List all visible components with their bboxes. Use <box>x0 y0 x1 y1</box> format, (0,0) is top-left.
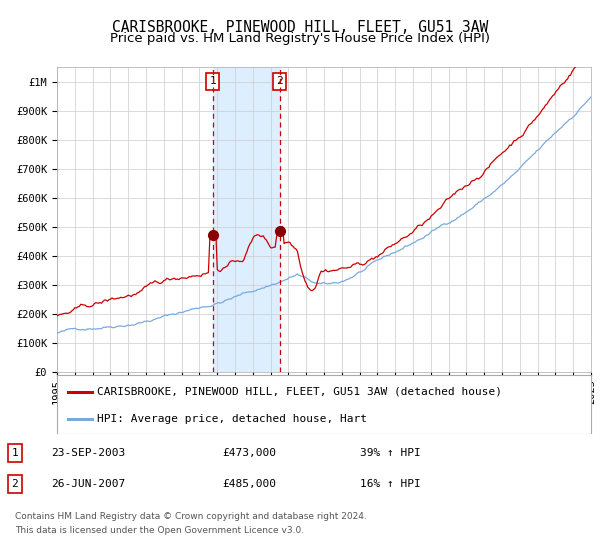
Text: 26-JUN-2007: 26-JUN-2007 <box>51 479 125 489</box>
Text: 1: 1 <box>209 76 216 86</box>
Text: Price paid vs. HM Land Registry's House Price Index (HPI): Price paid vs. HM Land Registry's House … <box>110 32 490 45</box>
Bar <box>213 67 280 372</box>
Text: 39% ↑ HPI: 39% ↑ HPI <box>360 447 421 458</box>
Text: 2: 2 <box>276 76 283 86</box>
Text: £485,000: £485,000 <box>222 479 276 489</box>
Text: 23-SEP-2003: 23-SEP-2003 <box>51 447 125 458</box>
Text: £473,000: £473,000 <box>222 447 276 458</box>
Text: 1: 1 <box>11 447 19 458</box>
Text: 16% ↑ HPI: 16% ↑ HPI <box>360 479 421 489</box>
Text: CARISBROOKE, PINEWOOD HILL, FLEET, GU51 3AW (detached house): CARISBROOKE, PINEWOOD HILL, FLEET, GU51 … <box>97 386 502 396</box>
Text: HPI: Average price, detached house, Hart: HPI: Average price, detached house, Hart <box>97 414 367 424</box>
Text: 2: 2 <box>11 479 19 489</box>
Text: Contains HM Land Registry data © Crown copyright and database right 2024.: Contains HM Land Registry data © Crown c… <box>15 512 367 521</box>
Text: This data is licensed under the Open Government Licence v3.0.: This data is licensed under the Open Gov… <box>15 526 304 535</box>
Text: CARISBROOKE, PINEWOOD HILL, FLEET, GU51 3AW: CARISBROOKE, PINEWOOD HILL, FLEET, GU51 … <box>112 20 488 35</box>
